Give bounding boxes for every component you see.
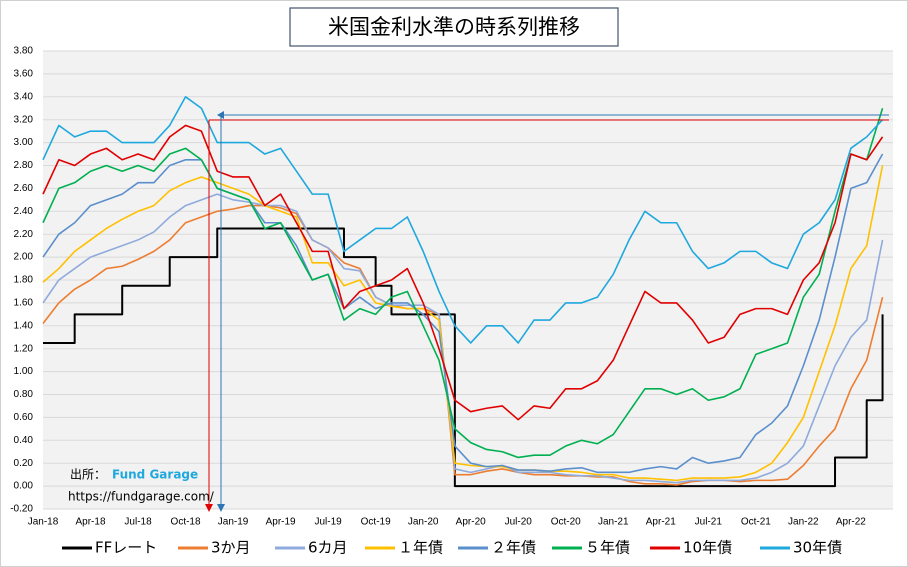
y-tick-label: 1.60 — [14, 298, 34, 309]
y-tick-label: 0.40 — [14, 435, 34, 446]
x-tick-label: Oct-19 — [361, 517, 391, 528]
x-tick-label: Apr-20 — [456, 517, 486, 528]
legend-label: 6カ月 — [308, 539, 348, 557]
y-tick-label: 3.80 — [14, 46, 34, 57]
y-tick-label: 2.80 — [14, 160, 34, 171]
y-tick-label: 0.00 — [14, 481, 34, 492]
legend-label: 3か月 — [211, 539, 251, 557]
y-tick-label: 1.20 — [14, 343, 34, 354]
source-url: https://fundgarage.com/ — [68, 490, 215, 504]
x-tick-label: Jul-21 — [695, 517, 723, 528]
series-line — [42, 204, 884, 486]
title-box — [289, 7, 619, 47]
y-tick-label: 3.60 — [14, 69, 34, 80]
x-tick-label: Apr-19 — [266, 517, 296, 528]
x-tick-label: Jan-20 — [408, 517, 439, 528]
series-line — [42, 153, 884, 474]
x-tick-label: Jul-20 — [505, 517, 533, 528]
x-tick-label: Jan-22 — [788, 517, 819, 528]
legend-label: 30年債 — [793, 539, 842, 557]
y-tick-label: 2.40 — [14, 206, 34, 217]
y-tick-label: 1.00 — [14, 366, 34, 377]
chart-title: 米国金利水準の時系列推移 — [328, 15, 580, 39]
annotation-arrows — [205, 111, 889, 512]
y-tick-label: 0.80 — [14, 389, 34, 400]
x-tick-label: Oct-20 — [551, 517, 581, 528]
y-tick-label: 0.60 — [14, 412, 34, 423]
x-tick-label: Jul-19 — [315, 517, 343, 528]
series-line — [42, 124, 884, 421]
legend-label: ５年債 — [585, 539, 630, 557]
y-tick-label: 3.40 — [14, 91, 34, 102]
x-tick-label: Oct-18 — [171, 517, 201, 528]
y-tick-label: 2.00 — [14, 252, 34, 263]
y-tick-label: 0.20 — [14, 458, 34, 469]
y-tick-label: 2.60 — [14, 183, 34, 194]
red-arrow-head — [205, 504, 213, 512]
y-tick-label: 1.40 — [14, 320, 34, 331]
x-tick-label: Jan-18 — [28, 517, 59, 528]
source-name: Fund Garage — [112, 468, 198, 482]
legend-label: FFレート — [95, 539, 157, 557]
y-tick-label: 3.00 — [14, 137, 34, 148]
legend: FFレート 3か月 6カ月 １年債 ２年債 ５年債 10年債 30年債 — [62, 539, 842, 557]
legend-label: １年債 — [398, 539, 443, 557]
x-tick-label: Apr-22 — [836, 517, 866, 528]
series-line — [42, 96, 884, 344]
y-tick-label: 1.80 — [14, 275, 34, 286]
blue-arrow-head — [217, 504, 225, 512]
series-line — [42, 165, 884, 482]
x-tick-label: Jul-18 — [124, 517, 152, 528]
source-label: 出所： — [70, 468, 106, 482]
x-tick-label: Jan-19 — [218, 517, 249, 528]
legend-label: 10年債 — [683, 539, 732, 557]
x-tick-label: Jan-21 — [598, 517, 629, 528]
x-tick-label: Apr-18 — [76, 517, 106, 528]
y-tick-label: 3.20 — [14, 114, 34, 125]
series-line — [42, 108, 884, 459]
series-line — [42, 193, 884, 484]
x-tick-label: Apr-21 — [646, 517, 676, 528]
lines — [42, 96, 884, 488]
y-tick-label: -0.20 — [10, 504, 33, 515]
y-tick-label: 2.20 — [14, 229, 34, 240]
x-tick-label: Oct-21 — [741, 517, 771, 528]
legend-label: ２年債 — [491, 539, 536, 557]
